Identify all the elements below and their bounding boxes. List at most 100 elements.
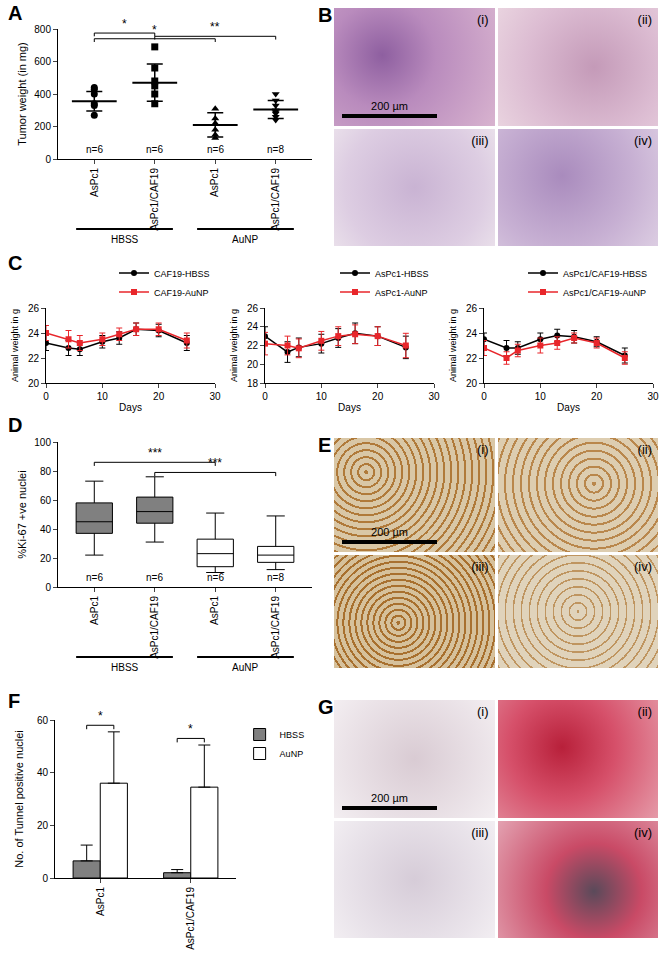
svg-text:20: 20 xyxy=(591,391,603,402)
svg-text:20: 20 xyxy=(28,378,40,389)
svg-text:n=6: n=6 xyxy=(86,572,103,583)
svg-text:AuNP: AuNP xyxy=(232,234,258,245)
svg-text:AuNP: AuNP xyxy=(232,662,258,673)
svg-text:n=8: n=8 xyxy=(267,144,284,155)
svg-text:20: 20 xyxy=(372,391,384,402)
svg-text:Days: Days xyxy=(119,402,142,413)
svg-text:600: 600 xyxy=(34,56,51,67)
html-text:D: D xyxy=(8,414,23,436)
svg-text:24: 24 xyxy=(28,328,40,339)
svg-text:AsPc1/CAF19: AsPc1/CAF19 xyxy=(185,887,196,950)
svg-text:10: 10 xyxy=(316,391,328,402)
svg-text:n=6: n=6 xyxy=(207,144,224,155)
svg-text:HBSS: HBSS xyxy=(111,662,139,673)
html-text:(ii): (ii) xyxy=(637,12,652,27)
svg-text:0: 0 xyxy=(42,873,48,884)
svg-text:n=6: n=6 xyxy=(207,572,224,583)
svg-text:10: 10 xyxy=(97,391,109,402)
svg-text:20: 20 xyxy=(37,820,49,831)
svg-text:18: 18 xyxy=(247,378,259,389)
svg-text:AsPc1: AsPc1 xyxy=(89,168,100,197)
html-text:(iv): (iv) xyxy=(634,824,652,840)
svg-text:*: * xyxy=(98,709,103,723)
html-text:(ii): (ii) xyxy=(637,442,652,457)
svg-text:24: 24 xyxy=(247,321,259,332)
svg-text:0: 0 xyxy=(45,154,51,165)
svg-text:AsPc1: AsPc1 xyxy=(95,887,106,916)
svg-text:AuNP: AuNP xyxy=(280,749,304,759)
svg-text:0: 0 xyxy=(262,391,268,402)
html-text:(iii): (iii) xyxy=(471,132,489,148)
svg-text:80: 80 xyxy=(40,466,52,477)
html-text:G: G xyxy=(318,696,334,718)
svg-text:Days: Days xyxy=(338,402,361,413)
svg-text:20: 20 xyxy=(153,391,165,402)
svg-text:20: 20 xyxy=(247,359,259,370)
svg-text:AsPc1/CAF19: AsPc1/CAF19 xyxy=(270,596,281,659)
svg-text:200: 200 xyxy=(34,121,51,132)
html-text:(iii): (iii) xyxy=(471,824,489,840)
svg-text:20: 20 xyxy=(466,378,478,389)
svg-text:CAF19-HBSS: CAF19-HBSS xyxy=(154,269,210,279)
svg-text:Animal weight in g: Animal weight in g xyxy=(229,309,239,382)
svg-text:AsPc1: AsPc1 xyxy=(209,596,220,625)
svg-text:AsPc1/CAF19: AsPc1/CAF19 xyxy=(149,168,160,231)
svg-text:*: * xyxy=(188,722,193,736)
svg-text:AsPc1/CAF19: AsPc1/CAF19 xyxy=(149,596,160,659)
html-text:C: C xyxy=(8,252,23,274)
svg-text:24: 24 xyxy=(466,328,478,339)
svg-text:AsPc1/CAF19: AsPc1/CAF19 xyxy=(270,168,281,231)
svg-text:AsPc1/CAF19-HBSS: AsPc1/CAF19-HBSS xyxy=(563,269,647,279)
svg-text:n=6: n=6 xyxy=(146,572,163,583)
svg-text:***: *** xyxy=(148,446,162,460)
html-text:(ii): (ii) xyxy=(637,704,652,719)
svg-text:Days: Days xyxy=(557,402,580,413)
svg-text:60: 60 xyxy=(40,495,52,506)
svg-text:26: 26 xyxy=(466,303,478,314)
svg-text:*: * xyxy=(152,23,157,37)
svg-text:22: 22 xyxy=(28,353,40,364)
html-text:A: A xyxy=(8,2,23,24)
svg-text:CAF19-AuNP: CAF19-AuNP xyxy=(154,288,209,298)
svg-text:22: 22 xyxy=(247,340,259,351)
svg-text:**: ** xyxy=(210,20,220,34)
svg-text:30: 30 xyxy=(428,391,440,402)
svg-text:Animal weight in g: Animal weight in g xyxy=(448,309,458,382)
html-text:(iii): (iii) xyxy=(471,558,489,574)
svg-text:AsPc1-AuNP: AsPc1-AuNP xyxy=(375,288,428,298)
svg-text:0: 0 xyxy=(43,391,49,402)
svg-text:No. of Tunnel positive nuclei: No. of Tunnel positive nuclei xyxy=(13,730,25,868)
svg-text:30: 30 xyxy=(647,391,659,402)
svg-text:26: 26 xyxy=(28,303,40,314)
svg-text:*: * xyxy=(122,17,127,31)
svg-text:n=6: n=6 xyxy=(146,144,163,155)
svg-text:40: 40 xyxy=(40,524,52,535)
svg-text:800: 800 xyxy=(34,24,51,35)
html-text:B: B xyxy=(318,4,333,26)
svg-text:100: 100 xyxy=(34,437,51,448)
svg-text:30: 30 xyxy=(209,391,221,402)
svg-text:Animal weight in g: Animal weight in g xyxy=(10,309,20,382)
svg-text:AsPc1-HBSS: AsPc1-HBSS xyxy=(375,269,429,279)
svg-text:AsPc1: AsPc1 xyxy=(89,596,100,625)
svg-text:40: 40 xyxy=(37,767,49,778)
html-text:(iv): (iv) xyxy=(634,558,652,574)
html-text:(iv): (iv) xyxy=(634,132,652,148)
svg-text:0: 0 xyxy=(481,391,487,402)
svg-text:n=6: n=6 xyxy=(86,144,103,155)
svg-text:AsPc1: AsPc1 xyxy=(209,168,220,197)
svg-text:Tumor weight (in mg): Tumor weight (in mg) xyxy=(16,42,28,146)
svg-text:10: 10 xyxy=(535,391,547,402)
svg-text:0: 0 xyxy=(45,582,51,593)
svg-text:HBSS: HBSS xyxy=(111,234,139,245)
svg-text:%Ki-67 +ve nuclei: %Ki-67 +ve nuclei xyxy=(16,470,28,558)
svg-text:AsPc1/CAF19-AuNP: AsPc1/CAF19-AuNP xyxy=(563,288,646,298)
svg-text:400: 400 xyxy=(34,89,51,100)
svg-text:26: 26 xyxy=(247,303,259,314)
svg-text:n=8: n=8 xyxy=(267,572,284,583)
svg-text:HBSS: HBSS xyxy=(280,730,305,740)
svg-text:60: 60 xyxy=(37,715,49,726)
svg-text:20: 20 xyxy=(40,553,52,564)
svg-text:***: *** xyxy=(208,456,222,470)
svg-text:22: 22 xyxy=(466,353,478,364)
